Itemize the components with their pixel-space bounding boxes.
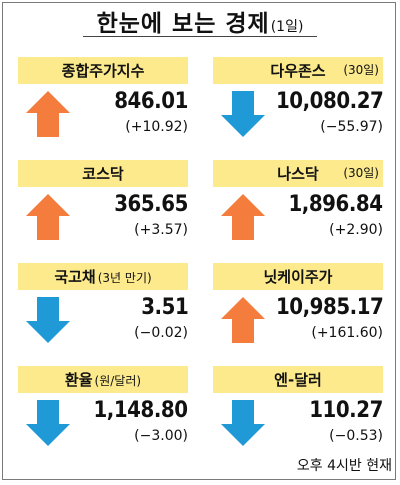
- indicator-name: 다우존스: [270, 62, 326, 80]
- indicator-value: 846.01: [114, 89, 188, 114]
- indicator-header: 국고채 (3년 만기): [18, 263, 188, 290]
- page-title: 한눈에 보는 경제(1일): [0, 4, 400, 38]
- indicator-exchange-rate: 환율 (원/달러) 1,148.80 (−3.00): [18, 366, 188, 466]
- down-arrow-icon: [221, 91, 265, 137]
- indicator-nasdaq: 나스닥 (30일) 1,896.84 (+2.90): [213, 160, 383, 260]
- indicator-change: (+3.57): [134, 222, 188, 238]
- indicator-change: (+161.60): [311, 325, 383, 341]
- indicator-dow-jones: 다우존스 (30일) 10,080.27 (−55.97): [213, 57, 383, 157]
- up-arrow-icon: [26, 91, 70, 137]
- indicator-note: (30일): [343, 166, 379, 180]
- indicator-value: 3.51: [140, 295, 189, 320]
- indicator-change: (−0.53): [329, 428, 383, 444]
- indicator-change: (−0.02): [134, 325, 188, 341]
- indicator-kosdaq: 코스닥 365.65 (+3.57): [18, 160, 188, 260]
- indicator-value: 10,985.17: [275, 295, 384, 320]
- indicator-header: 코스닥: [18, 160, 188, 187]
- indicator-change: (+10.92): [125, 119, 188, 135]
- title-main: 한눈에 보는 경제: [96, 11, 270, 37]
- indicator-header: 환율 (원/달러): [18, 366, 188, 393]
- indicator-header: 다우존스 (30일): [213, 57, 383, 84]
- indicator-header: 닛케이주가: [213, 263, 383, 290]
- indicator-header: 엔-달러: [213, 366, 383, 393]
- indicator-value: 365.65: [114, 192, 188, 217]
- indicator-nikkei: 닛케이주가 10,985.17 (+161.60): [213, 263, 383, 363]
- indicator-header: 종합주가지수: [18, 57, 188, 84]
- indicator-note: (30일): [343, 63, 379, 77]
- indicator-yen-dollar: 엔-달러 110.27 (−0.53): [213, 366, 383, 466]
- up-arrow-icon: [26, 194, 70, 240]
- indicator-name: 환율: [64, 371, 93, 389]
- indicator-name: 코스닥: [82, 165, 124, 183]
- indicator-change: (−3.00): [134, 428, 188, 444]
- indicator-name: 종합주가지수: [61, 62, 145, 80]
- indicator-value: 110.27: [309, 398, 383, 423]
- title-underline: [83, 36, 317, 37]
- indicator-change: (+2.90): [329, 222, 383, 238]
- title-date: (1일): [270, 19, 304, 35]
- indicator-note: (3년 만기): [97, 271, 152, 285]
- down-arrow-icon: [26, 400, 70, 446]
- indicator-name: 닛케이주가: [263, 268, 333, 286]
- indicator-note: (원/달러): [94, 374, 142, 388]
- indicator-value: 10,080.27: [275, 89, 384, 114]
- indicator-header: 나스닥 (30일): [213, 160, 383, 187]
- indicator-treasury-bond: 국고채 (3년 만기) 3.51 (−0.02): [18, 263, 188, 363]
- up-arrow-icon: [221, 194, 265, 240]
- indicator-value: 1,896.84: [288, 192, 384, 217]
- indicator-kospi: 종합주가지수 846.01 (+10.92): [18, 57, 188, 157]
- indicator-name: 엔-달러: [274, 371, 322, 389]
- indicator-name: 나스닥: [277, 165, 319, 183]
- indicator-name: 국고채: [54, 268, 96, 286]
- up-arrow-icon: [221, 297, 265, 343]
- indicator-value: 1,148.80: [93, 398, 189, 423]
- as-of-time-note: 오후 4시반 현재: [296, 458, 392, 474]
- down-arrow-icon: [26, 297, 70, 343]
- down-arrow-icon: [221, 400, 265, 446]
- indicator-change: (−55.97): [320, 119, 383, 135]
